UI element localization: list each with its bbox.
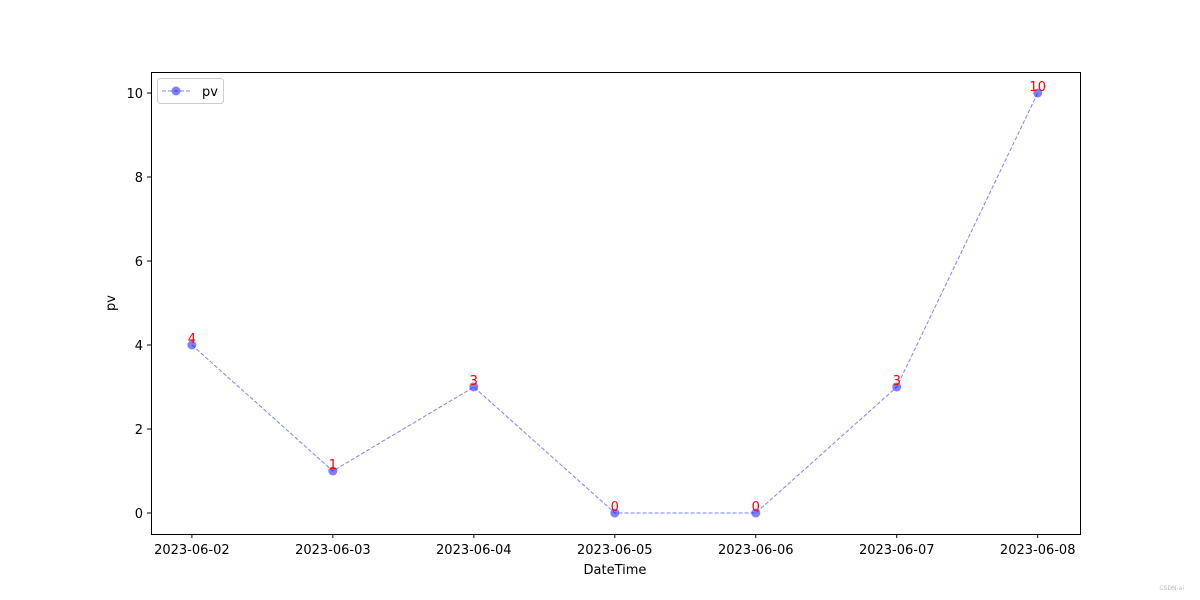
legend-label: pv (202, 85, 218, 100)
watermark: CSDN-ai (1159, 585, 1184, 592)
series-line-pv (191, 92, 1039, 514)
legend: pv (157, 78, 224, 104)
y-tick-label: 0 (135, 507, 143, 522)
x-tick-label: 2023-06-02 (154, 543, 230, 558)
y-tick-label: 10 (126, 87, 143, 102)
data-point (610, 508, 620, 518)
data-point (751, 508, 761, 518)
y-axis-label: pv (104, 295, 119, 311)
data-label: 3 (470, 374, 478, 389)
data-label: 10 (1029, 80, 1046, 95)
data-point (892, 382, 902, 392)
plot-frame (151, 72, 1081, 535)
x-tick-label: 2023-06-07 (859, 543, 935, 558)
y-tick-label: 8 (135, 171, 143, 186)
data-point (469, 382, 479, 392)
x-tick-label: 2023-06-04 (436, 543, 512, 558)
data-point (1033, 88, 1043, 98)
legend-marker (171, 86, 181, 96)
data-label: 3 (893, 374, 901, 389)
y-tick-label: 2 (135, 423, 143, 438)
x-tick-label: 2023-06-08 (1000, 543, 1076, 558)
y-tick-label: 6 (135, 255, 143, 270)
data-label: 4 (188, 332, 196, 347)
x-tick-label: 2023-06-03 (295, 543, 371, 558)
data-point (328, 466, 338, 476)
data-label: 0 (752, 500, 760, 515)
x-tick-label: 2023-06-05 (577, 543, 653, 558)
x-axis-label: DateTime (584, 563, 647, 578)
x-tick-label: 2023-06-06 (718, 543, 794, 558)
data-label: 1 (329, 458, 337, 473)
data-point (187, 340, 197, 350)
data-label: 0 (611, 500, 619, 515)
y-tick-label: 4 (135, 339, 143, 354)
